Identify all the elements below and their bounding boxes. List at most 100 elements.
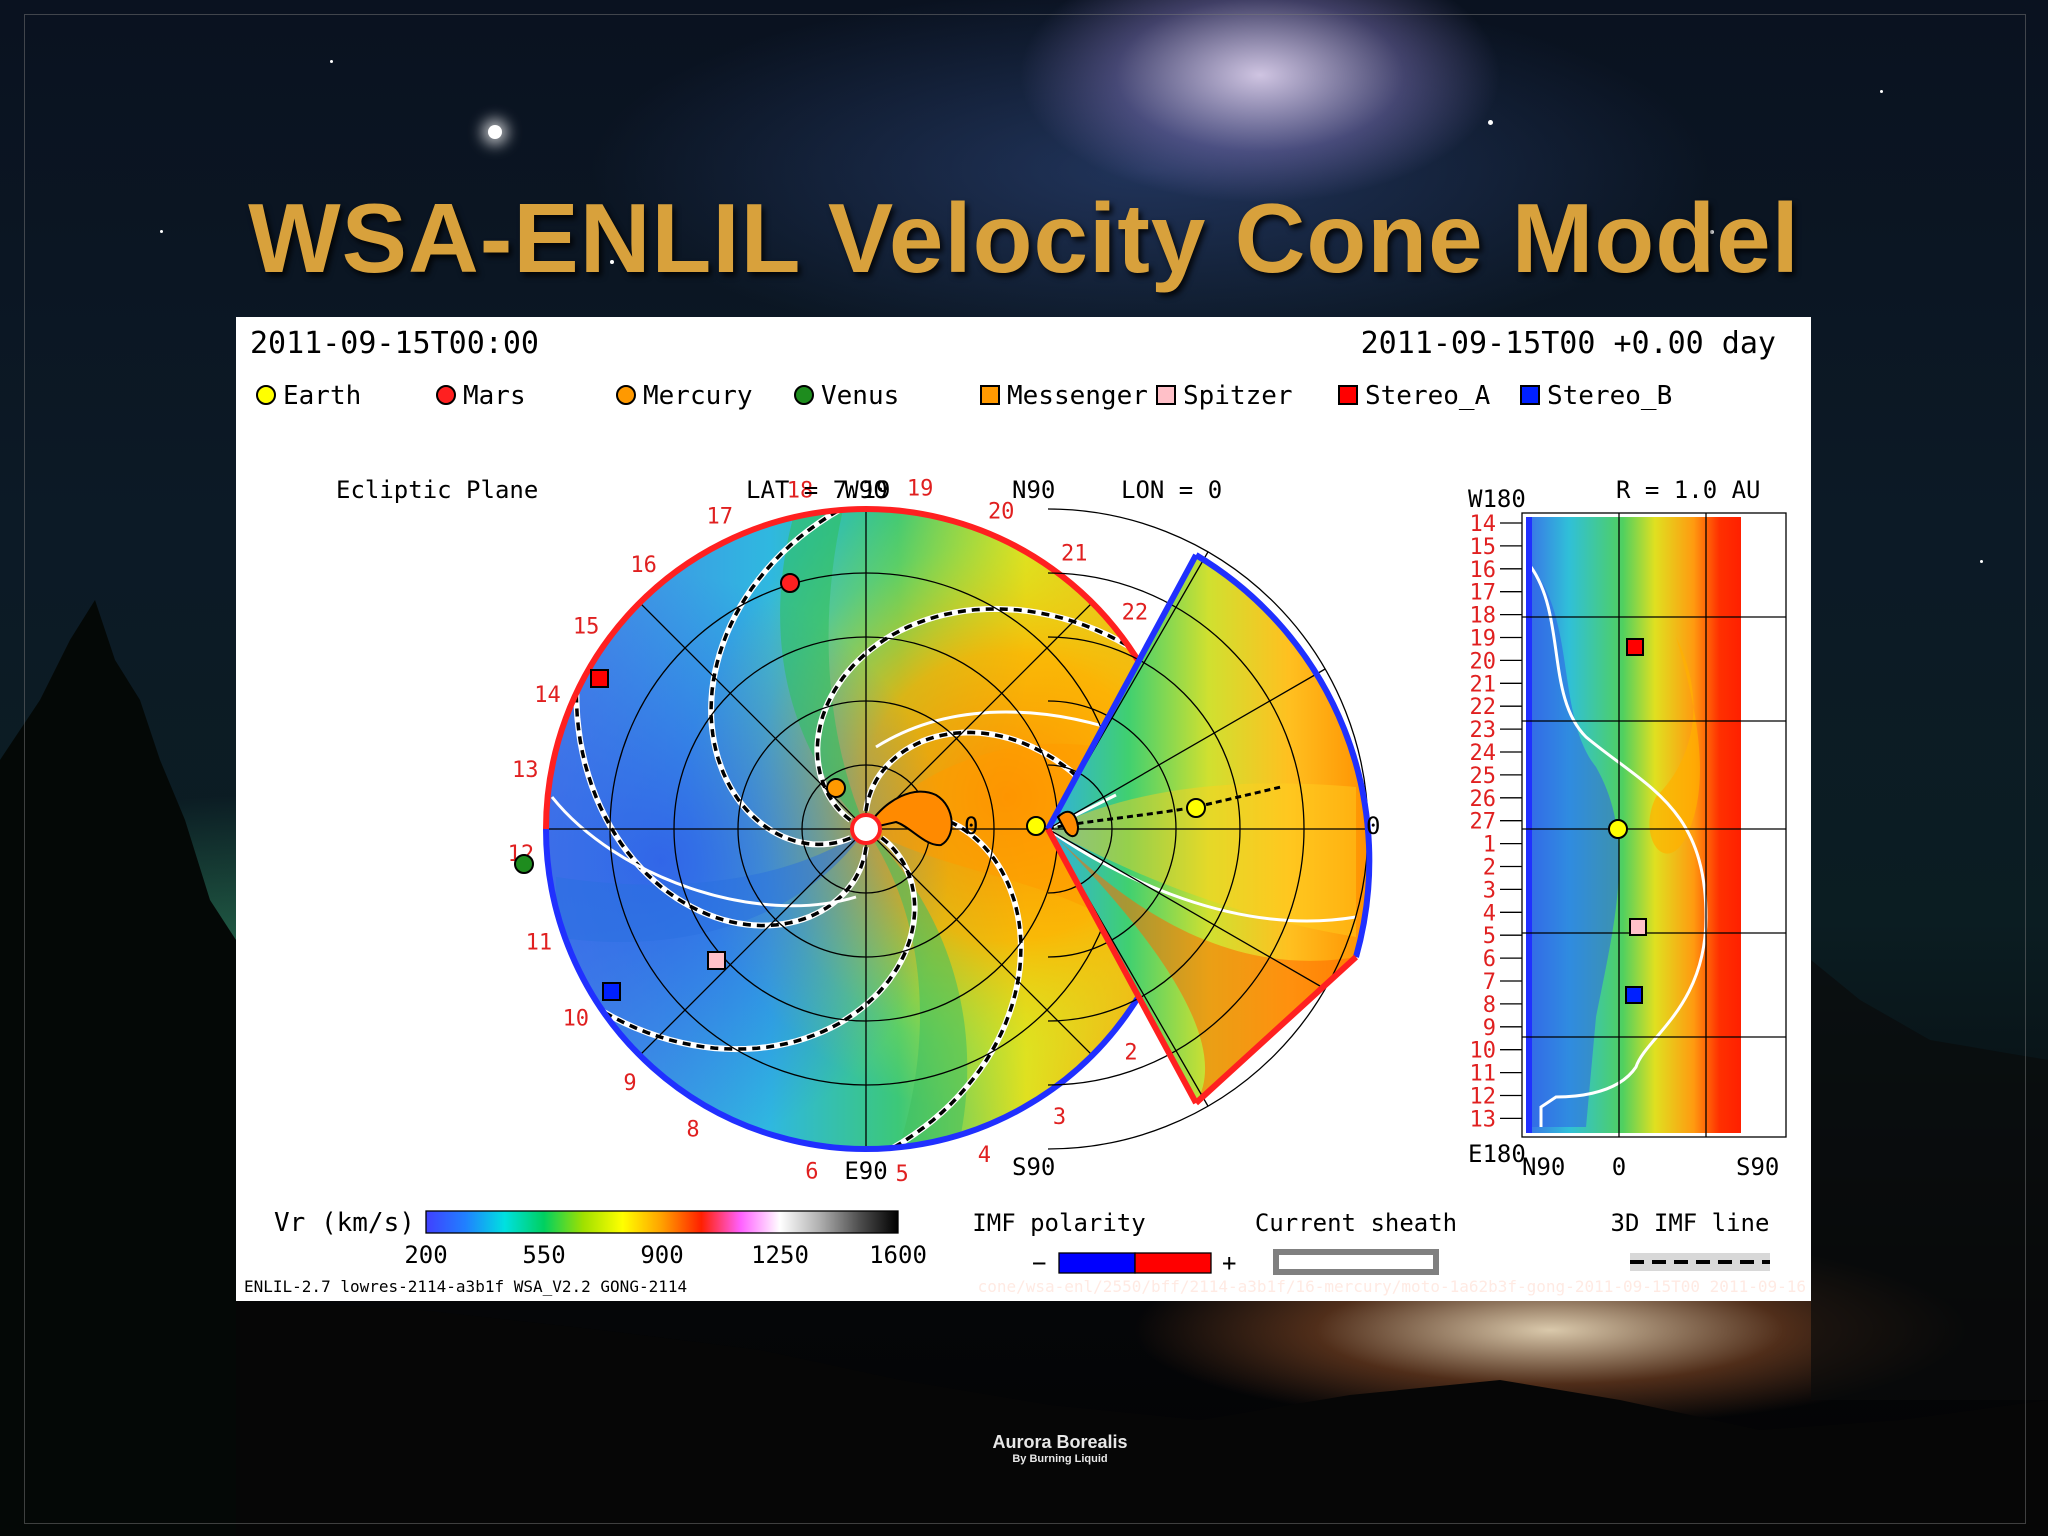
imf-spiral-line xyxy=(558,836,917,1051)
imf-polarity-plus: + xyxy=(1222,1249,1236,1277)
current-sheath-label: Current sheath xyxy=(1255,1209,1457,1237)
legend-item-stereo-a: Stereo_A xyxy=(1338,381,1491,411)
sphere-rotation-number: 21 xyxy=(1470,672,1497,697)
star xyxy=(1488,120,1493,125)
legend-marker xyxy=(980,385,1000,405)
rotation-number: 4 xyxy=(978,1143,991,1168)
sphere-rotation-number: 16 xyxy=(1470,558,1497,583)
imf-polarity-rim-positive xyxy=(543,506,1182,830)
sphere-rotation-number: 26 xyxy=(1470,787,1497,812)
sphere-rotation-number: 6 xyxy=(1483,947,1496,972)
ecliptic-plane-label: Ecliptic Plane xyxy=(336,476,538,504)
imf-line-legend: 3D IMF line xyxy=(1611,1209,1770,1271)
sphere-rotation-number: 8 xyxy=(1483,993,1496,1018)
rotation-number: 18 xyxy=(787,478,814,503)
sphere-bottom-label-0: 0 xyxy=(1612,1153,1626,1181)
sphere-rotation-number: 15 xyxy=(1470,535,1497,560)
ecliptic-bottom-label: E90 xyxy=(844,1157,887,1185)
meridional-rim xyxy=(1194,552,1373,958)
sphere-rotation-number: 9 xyxy=(1483,1016,1496,1041)
star xyxy=(160,230,163,233)
imf-spiral-line xyxy=(574,639,868,928)
sphere-rotation-number: 11 xyxy=(1470,1062,1497,1087)
legend-item-earth: Earth xyxy=(256,381,361,411)
sphere-earth-marker xyxy=(1608,819,1628,839)
legend-label: Messenger xyxy=(1007,381,1148,411)
sphere-grid xyxy=(1522,513,1786,1137)
star xyxy=(1710,230,1714,234)
sphere-rotation-number: 14 xyxy=(1470,512,1497,537)
rotation-number: 15 xyxy=(573,615,600,640)
legend-label: Stereo_B xyxy=(1547,381,1672,411)
star xyxy=(330,60,333,63)
sphere-map-plot: 1415161718192021222324252627123456789101… xyxy=(1468,476,1787,1181)
bright-star xyxy=(488,125,502,139)
cme-cloud xyxy=(863,790,953,847)
rotation-number: 6 xyxy=(805,1160,818,1185)
rotation-number: 10 xyxy=(563,1006,590,1031)
sphere-bottom-label-n90: N90 xyxy=(1522,1153,1565,1181)
rotation-number: 16 xyxy=(630,553,657,578)
rotation-number: 14 xyxy=(534,683,561,708)
timestamp-right: 2011-09-15T00 +0.00 day xyxy=(1361,326,1776,361)
enlil-plot: 2011-09-15T00:00 2011-09-15T00 +0.00 day… xyxy=(244,326,1806,1296)
rotation-number: 22 xyxy=(1122,600,1149,625)
legend-label: Spitzer xyxy=(1183,381,1293,411)
sphere-top-left-label: W180 xyxy=(1468,485,1526,513)
meridional-cme-cloud xyxy=(1056,810,1080,838)
sphere-rotation-number: 13 xyxy=(1470,1107,1497,1132)
rotation-number: 17 xyxy=(707,504,734,529)
legend-label: Venus xyxy=(821,381,899,411)
rotation-number: 8 xyxy=(686,1118,699,1143)
colorbar-tick-label: 1600 xyxy=(869,1241,927,1269)
sphere-spitzer-marker xyxy=(1629,918,1647,936)
legend-item-messenger: Messenger xyxy=(980,381,1148,411)
imf-spiral-line xyxy=(815,607,1174,822)
sphere-rotation-number: 12 xyxy=(1470,1085,1497,1110)
star xyxy=(1880,90,1883,93)
sphere-rotation-numbers: 1415161718192021222324252627123456789101… xyxy=(1470,512,1522,1132)
rotation-number: 3 xyxy=(1053,1105,1066,1130)
logo-line-1: Aurora Borealis xyxy=(992,1432,1128,1452)
legend-marker xyxy=(436,385,456,405)
sphere-rotation-number: 20 xyxy=(1470,649,1497,674)
legend-item-stereo-b: Stereo_B xyxy=(1520,381,1672,411)
radius-label: R = 1.0 AU xyxy=(1616,476,1761,504)
legend-item-spitzer: Spitzer xyxy=(1156,381,1293,411)
stereo-a-marker xyxy=(590,669,609,688)
ecliptic-right-label: 0 xyxy=(964,812,978,840)
enlil-model-panel: 2011-09-15T00:00 2011-09-15T00 +0.00 day… xyxy=(236,317,1811,1301)
imf-polarity-label: IMF polarity xyxy=(972,1209,1145,1237)
model-footer: ENLIL-2.7 lowres-2114-a3b1f WSA_V2.2 GON… xyxy=(244,1277,687,1296)
imf-negative-swatch xyxy=(1058,1252,1136,1274)
colorbar-tick-label: 550 xyxy=(522,1241,565,1269)
rotation-number: 11 xyxy=(526,931,553,956)
earth-marker xyxy=(1026,816,1046,836)
legend-marker xyxy=(1156,385,1176,405)
mars-marker xyxy=(780,573,800,593)
legend-marker xyxy=(794,385,814,405)
imf-polarity-minus: − xyxy=(1032,1249,1046,1277)
meridional-top-label: N90 xyxy=(1012,476,1055,504)
imf-spiral-lines xyxy=(557,509,1175,1149)
latitude-label: LAT = 7.19 xyxy=(746,476,891,504)
sphere-rotation-number: 3 xyxy=(1483,878,1496,903)
velocity-colorbar: Vr (km/s) 200 550 900 1250 1600 xyxy=(274,1208,927,1269)
meridional-bottom-label: S90 xyxy=(1012,1153,1055,1181)
colorbar-tick-label: 1250 xyxy=(751,1241,809,1269)
imf-spiral-line xyxy=(709,509,888,847)
meridional-grid-spoke xyxy=(1047,828,1326,990)
stereo-b-marker xyxy=(602,982,621,1001)
current-sheath-swatch xyxy=(1273,1249,1439,1275)
legend-label: Earth xyxy=(283,381,361,411)
rotation-number: 21 xyxy=(1061,542,1088,567)
rotation-number: 2 xyxy=(1124,1040,1137,1065)
colorbar-tick-label: 200 xyxy=(404,1241,447,1269)
rotation-number: 13 xyxy=(512,758,539,783)
meridional-grid-spoke xyxy=(1047,668,1326,830)
meridional-earth-marker xyxy=(1186,798,1206,818)
colorbar-label: Vr (km/s) xyxy=(274,1208,415,1238)
rotation-number: 9 xyxy=(623,1071,636,1096)
legend-marker xyxy=(1520,385,1540,405)
mercury-marker xyxy=(826,778,846,798)
